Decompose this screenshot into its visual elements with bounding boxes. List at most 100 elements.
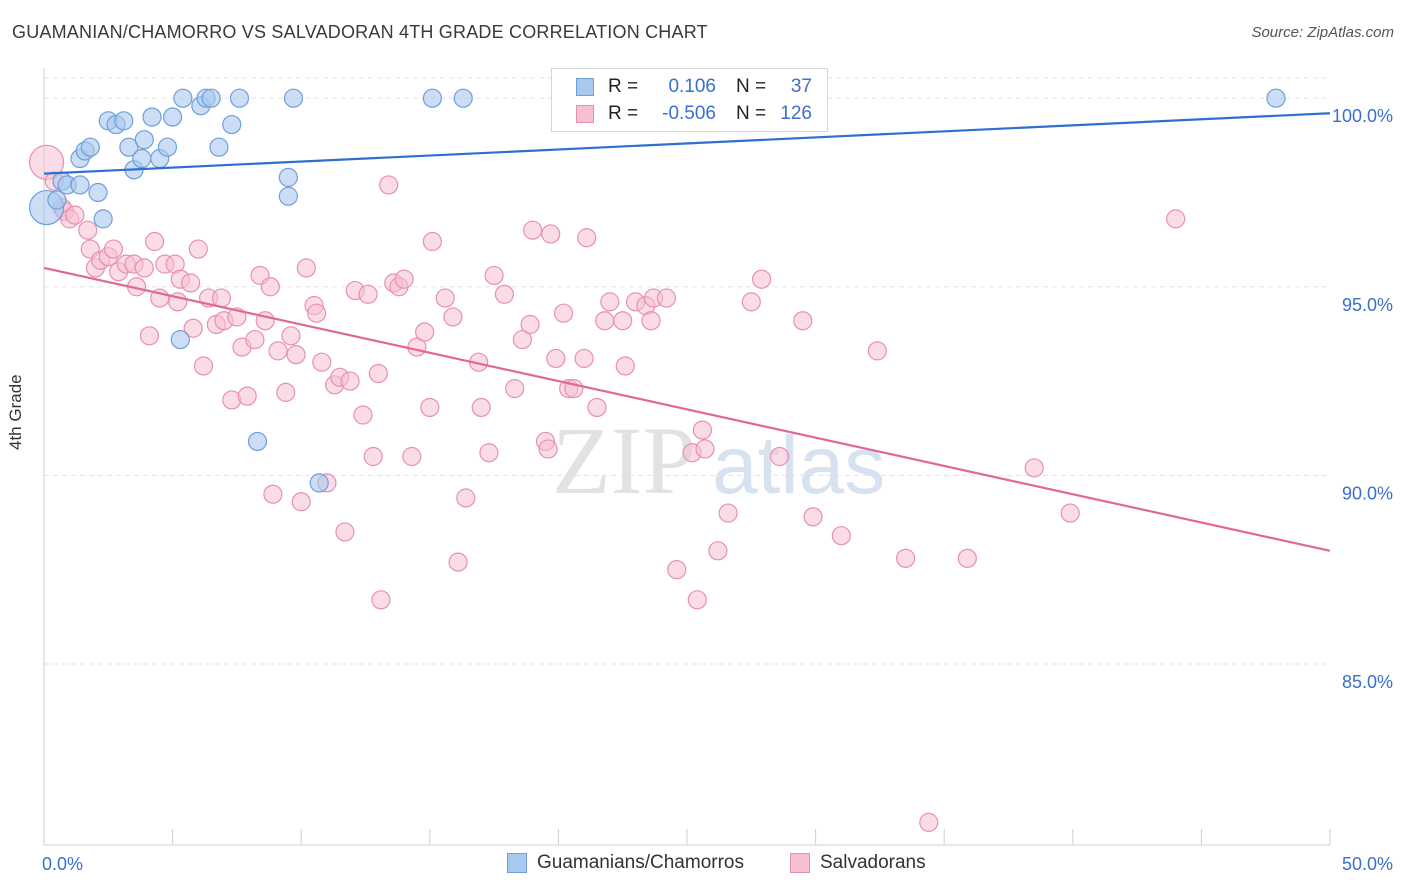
y-tick-label: 100.0% — [1332, 106, 1393, 126]
bottom-swatch-pink — [790, 853, 810, 873]
bottom-legend-label: Guamanians/Chamorros — [537, 852, 744, 873]
point-salvadoran — [656, 288, 677, 308]
point-salvadoran — [237, 386, 257, 406]
point-salvadoran — [435, 288, 455, 308]
y-tick-label: 85.0% — [1342, 672, 1393, 692]
point-salvadoran — [494, 284, 514, 304]
point-salvadoran — [307, 303, 327, 323]
legend-n-label: N = — [736, 103, 767, 124]
point-salvadoran — [896, 548, 916, 568]
point-guamanian — [229, 88, 250, 108]
point-guamanian — [422, 88, 442, 108]
point-salvadoran — [312, 352, 332, 372]
x-tick-label: 0.0% — [42, 854, 83, 874]
point-salvadoran — [193, 356, 214, 376]
trend-line-salvadorans — [43, 266, 1331, 552]
point-salvadoran — [523, 220, 543, 240]
point-guamanian — [134, 130, 154, 150]
point-salvadoran — [718, 503, 738, 523]
point-salvadoran — [695, 439, 715, 459]
point-salvadoran — [803, 507, 823, 527]
point-guamanian — [453, 88, 473, 108]
point-salvadoran — [577, 228, 597, 248]
point-salvadoran — [512, 329, 532, 350]
point-salvadoran — [291, 492, 311, 512]
point-salvadoran — [919, 812, 939, 832]
legend-r-value: -0.506 — [662, 103, 716, 124]
point-salvadoran — [65, 205, 85, 225]
point-salvadoran — [471, 397, 491, 418]
legend-r-value: 0.106 — [668, 76, 716, 97]
point-salvadoran — [211, 288, 232, 308]
point-salvadoran — [520, 314, 540, 335]
legend-swatch-blue — [576, 78, 594, 96]
y-tick-label: 95.0% — [1342, 295, 1393, 315]
point-salvadoran — [1166, 209, 1186, 229]
point-salvadoran — [263, 484, 283, 504]
point-salvadoran — [587, 397, 607, 418]
point-guamanian — [209, 137, 229, 157]
legend-row-salvadorans: R = -0.506 N = 126 — [576, 100, 812, 128]
point-guamanian — [132, 148, 152, 169]
point-salvadoran — [335, 522, 355, 542]
point-salvadoran — [340, 371, 360, 391]
point-guamanian — [309, 473, 329, 493]
point-salvadoran — [793, 311, 813, 331]
legend-swatch-pink — [576, 105, 594, 123]
point-salvadoran — [363, 446, 383, 467]
watermark-zip: ZIP — [552, 407, 696, 514]
point-guamanian — [278, 167, 298, 187]
point-salvadoran — [484, 265, 504, 286]
point-salvadoran — [379, 175, 399, 195]
point-guamanian — [170, 329, 190, 350]
series-salvadorans — [28, 144, 1186, 832]
point-guamanian — [114, 111, 134, 131]
point-guamanian — [157, 137, 178, 157]
point-salvadoran — [667, 560, 687, 580]
point-salvadoran — [420, 397, 440, 418]
point-guamanian — [1266, 88, 1286, 108]
point-salvadoran — [505, 379, 525, 399]
point-guamanian — [142, 107, 162, 127]
point-salvadoran — [479, 443, 499, 463]
legend-n-value: 126 — [780, 103, 812, 124]
point-salvadoran — [1024, 458, 1044, 478]
point-salvadoran — [415, 322, 435, 342]
point-guamanian — [70, 175, 90, 195]
y-axis-label: 4th Grade — [6, 374, 25, 450]
point-guamanian — [222, 114, 242, 135]
watermark-atlas: atlas — [712, 420, 885, 511]
point-salvadoran — [144, 231, 165, 252]
point-salvadoran — [276, 382, 296, 402]
stats-legend: R = 0.106 N = 37 R = -0.506 N = 126 — [551, 68, 828, 132]
point-salvadoran — [353, 405, 373, 425]
bottom-legend-salvadorans: Salvadorans — [790, 852, 926, 874]
point-salvadoran — [139, 326, 160, 346]
point-salvadoran — [268, 341, 288, 361]
point-guamanian — [163, 107, 183, 127]
legend-row-guamanians: R = 0.106 N = 37 — [576, 73, 812, 101]
point-salvadoran — [708, 541, 728, 561]
point-salvadoran — [751, 269, 772, 289]
legend-r-label: R = — [608, 103, 639, 124]
point-salvadoran — [371, 590, 391, 610]
point-salvadoran — [687, 590, 707, 610]
point-salvadoran — [394, 269, 414, 289]
point-salvadoran — [245, 329, 265, 350]
grid-lines — [44, 77, 1330, 665]
point-salvadoran — [553, 303, 574, 323]
point-salvadoran — [448, 552, 468, 572]
point-guamanian — [173, 88, 193, 108]
point-salvadoran — [641, 311, 661, 331]
legend-r-label: R = — [608, 76, 639, 97]
point-salvadoran — [957, 548, 977, 568]
bottom-legend-label: Salvadorans — [820, 852, 926, 873]
point-guamanian — [80, 137, 100, 157]
x-tick-label: 50.0% — [1342, 854, 1393, 874]
bottom-swatch-blue — [507, 853, 527, 873]
point-salvadoran — [188, 239, 208, 259]
point-guamanian — [247, 431, 268, 452]
point-salvadoran — [615, 356, 635, 376]
point-salvadoran — [692, 420, 713, 440]
